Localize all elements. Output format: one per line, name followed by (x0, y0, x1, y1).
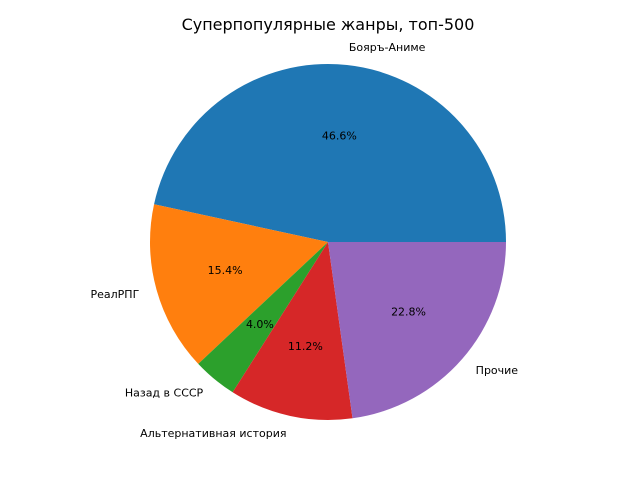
pie-pct-label-4: 22.8% (391, 306, 426, 319)
pie-slices (150, 64, 507, 420)
pie-category-label-0: Бояръ-Аниме (349, 41, 426, 54)
pie-slice-3 (232, 242, 353, 420)
pie-pct-label-3: 11.2% (288, 340, 323, 353)
pie-category-label-1: РеалРПГ (91, 288, 140, 301)
pie-slice-4 (328, 242, 506, 419)
pie-percent-labels: 46.6% 15.4% 4.0% 11.2% 22.8% (208, 129, 426, 353)
pie-pct-label-0: 46.6% (322, 129, 357, 142)
pie-category-labels: Бояръ-Аниме РеалРПГ Назад в СССР Альтернати… (91, 41, 519, 440)
pie-category-label-4: Прочие (476, 364, 519, 377)
pie-category-label-2: Назад в СССР (125, 386, 204, 399)
pie-category-label-3: Альтернативная история (140, 427, 286, 440)
pie-slice-2 (198, 242, 328, 393)
chart-title: Суперпопулярные жанры, топ-500 (182, 15, 475, 34)
pie-pct-label-2: 4.0% (246, 318, 274, 331)
pie-slice-0 (154, 64, 507, 242)
pie-slice-1 (150, 204, 328, 364)
pie-pct-label-1: 15.4% (208, 264, 243, 277)
